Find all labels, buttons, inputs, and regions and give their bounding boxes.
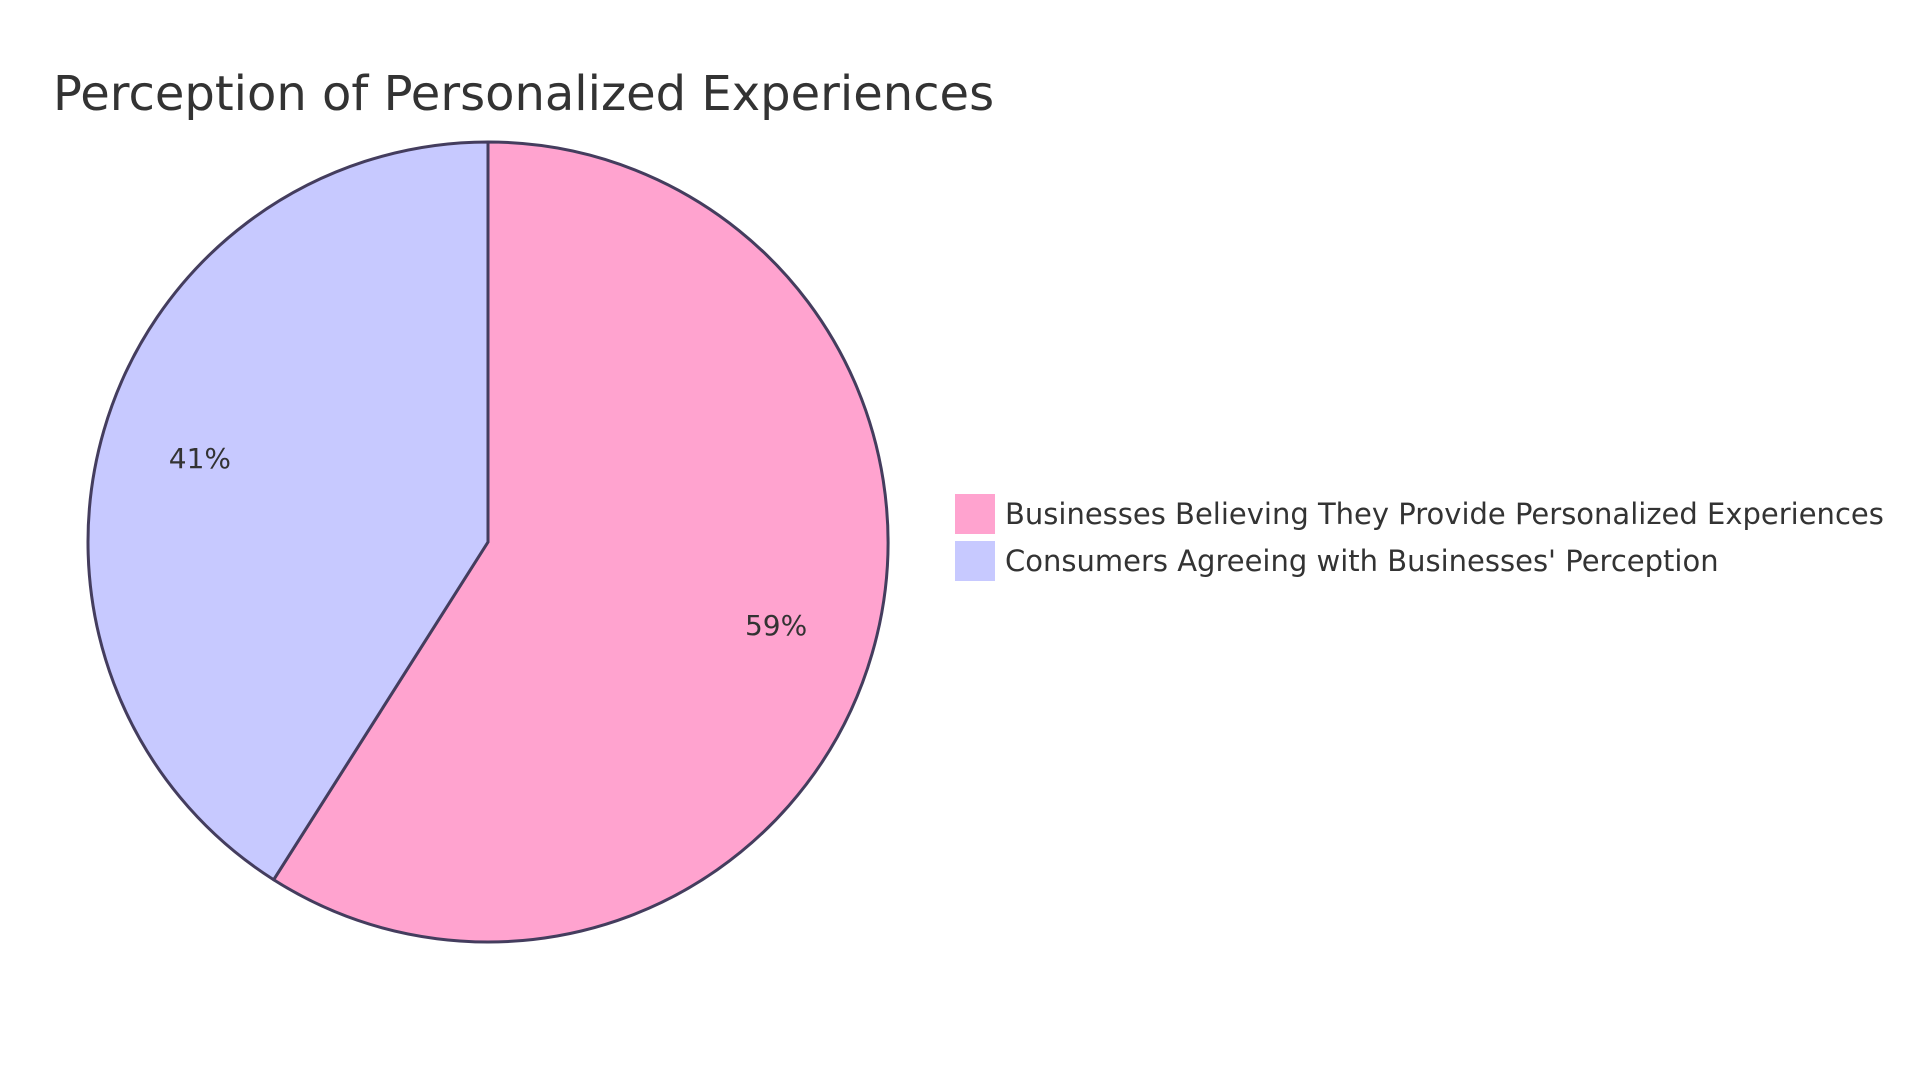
pie-slice-label-1: 59% bbox=[745, 609, 807, 642]
legend-label-1: Businesses Believing They Provide Person… bbox=[1005, 497, 1884, 531]
legend-swatch-2 bbox=[955, 541, 995, 581]
legend: Businesses Believing They Provide Person… bbox=[955, 494, 1884, 581]
legend-swatch-1 bbox=[955, 494, 995, 534]
pie-slices bbox=[86, 140, 890, 944]
legend-label-2: Consumers Agreeing with Businesses' Perc… bbox=[1005, 544, 1719, 578]
pie-slice-label-2: 41% bbox=[169, 442, 231, 475]
pie-slice-2 bbox=[86, 140, 490, 882]
chart-title: Perception of Personalized Experiences bbox=[53, 66, 994, 122]
pie-slice-labels: 59% 41% bbox=[169, 442, 807, 642]
pie-slice-1 bbox=[272, 140, 890, 944]
